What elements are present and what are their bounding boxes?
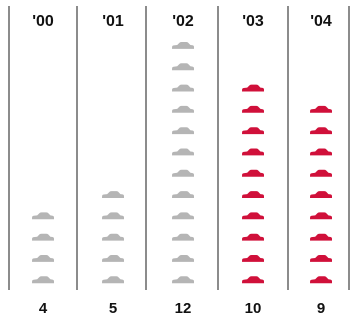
car-icon [172, 84, 194, 92]
car-icon [172, 169, 194, 177]
car-icon [32, 255, 54, 262]
car-icon [242, 84, 264, 92]
car-icon [102, 255, 124, 262]
count-label: 12 [175, 300, 192, 317]
car-icon [172, 127, 194, 135]
car-icon [172, 42, 194, 49]
count-label: 9 [317, 300, 325, 317]
car-icon [310, 148, 332, 156]
count-label: 10 [245, 300, 262, 317]
year-label: '04 [310, 13, 332, 30]
car-icon [172, 276, 194, 284]
car-icon [172, 255, 194, 262]
car-icon [102, 212, 124, 220]
car-icon [310, 233, 332, 241]
car-icon [310, 191, 332, 198]
car-icon [242, 276, 264, 284]
car-icon [172, 212, 194, 220]
car-icon [172, 191, 194, 198]
car-icon [102, 233, 124, 241]
car-icon [310, 255, 332, 262]
year-label: '01 [102, 13, 124, 30]
car-icon [242, 212, 264, 220]
car-icon [242, 105, 264, 113]
car-icon [242, 233, 264, 241]
car-icon [242, 127, 264, 135]
count-labels: 4 5 12 10 9 [39, 300, 325, 317]
dividers [8, 6, 350, 290]
car-icon [32, 212, 54, 220]
year-label: '03 [242, 13, 264, 30]
car-icon [242, 169, 264, 177]
car-icon [32, 276, 54, 284]
car-icon [172, 148, 194, 156]
car-icon [102, 276, 124, 284]
year-labels: '00 '01 '02 '03 '04 [32, 13, 332, 30]
car-icon [310, 169, 332, 177]
car-icon [172, 233, 194, 241]
car-icon [242, 148, 264, 156]
car-icon [310, 276, 332, 284]
year-label: '00 [32, 13, 54, 30]
car-icon [102, 191, 124, 198]
count-label: 5 [109, 300, 117, 317]
car-icon [172, 63, 194, 71]
count-label: 4 [39, 300, 48, 317]
car-icon [242, 191, 264, 198]
year-label: '02 [172, 13, 194, 30]
car-icon [310, 127, 332, 135]
car-icon [310, 105, 332, 113]
car-icon [32, 233, 54, 241]
car-icon [310, 212, 332, 220]
car-icon [242, 255, 264, 262]
car-icon [172, 105, 194, 113]
